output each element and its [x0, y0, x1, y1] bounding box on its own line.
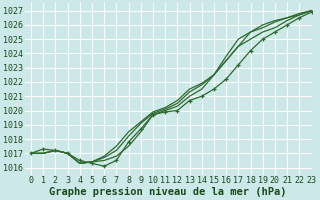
X-axis label: Graphe pression niveau de la mer (hPa): Graphe pression niveau de la mer (hPa) — [50, 186, 287, 197]
